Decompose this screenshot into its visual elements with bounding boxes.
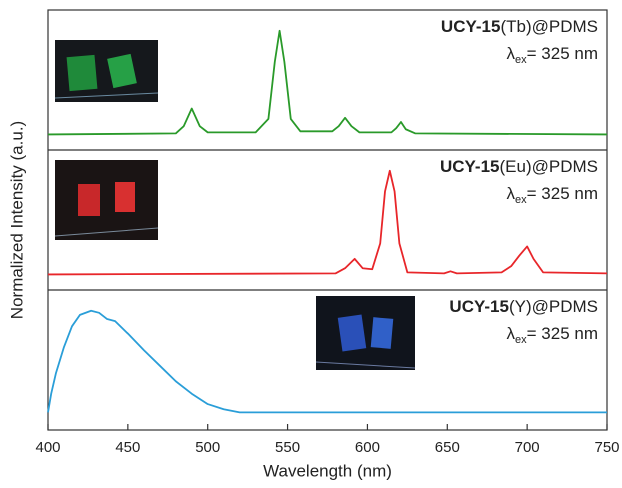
x-tick-label: 700 [515, 439, 540, 456]
photo [54, 40, 159, 102]
plot-frame [47, 9, 608, 431]
excitation-text: = 325 nm [527, 44, 598, 63]
excitation-label: λex= 325 nm [507, 44, 598, 65]
sample-label-rest: (Y)@PDMS [509, 297, 598, 316]
x-tick-label: 500 [195, 439, 220, 456]
y-axis-label: Normalized Intensity (a.u.) [7, 121, 26, 319]
sample-label-bold: UCY-15 [440, 157, 500, 176]
spectrum-line [47, 309, 607, 414]
x-tick-label: 400 [35, 439, 60, 456]
excitation-sub: ex [515, 194, 527, 206]
x-tick-label: 600 [355, 439, 380, 456]
spectrum-line [47, 169, 608, 276]
sample-label: UCY-15(Y)@PDMS [449, 297, 598, 316]
spectrum-line [47, 29, 608, 136]
x-axis-label: Wavelength (nm) [263, 461, 392, 480]
excitation-text: = 325 nm [527, 184, 598, 203]
excitation-symbol: λ [507, 184, 516, 203]
sample-label-rest: (Tb)@PDMS [500, 17, 598, 36]
sample-label-bold: UCY-15 [449, 297, 509, 316]
x-tick-label: 750 [594, 439, 619, 456]
excitation-symbol: λ [507, 324, 516, 343]
excitation-sub: ex [515, 334, 527, 346]
x-tick-label: 450 [115, 439, 140, 456]
excitation-sub: ex [515, 54, 527, 66]
excitation-text: = 325 nm [527, 324, 598, 343]
x-tick-label: 650 [435, 439, 460, 456]
photo [315, 296, 416, 370]
photo [54, 160, 159, 240]
sample-label: UCY-15(Tb)@PDMS [441, 17, 598, 36]
excitation-symbol: λ [507, 44, 516, 63]
excitation-label: λex= 325 nm [507, 184, 598, 205]
x-tick-label: 550 [275, 439, 300, 456]
sample-label: UCY-15(Eu)@PDMS [440, 157, 598, 176]
sample-label-rest: (Eu)@PDMS [500, 157, 599, 176]
sample-label-bold: UCY-15 [441, 17, 501, 36]
excitation-label: λex= 325 nm [507, 324, 598, 345]
